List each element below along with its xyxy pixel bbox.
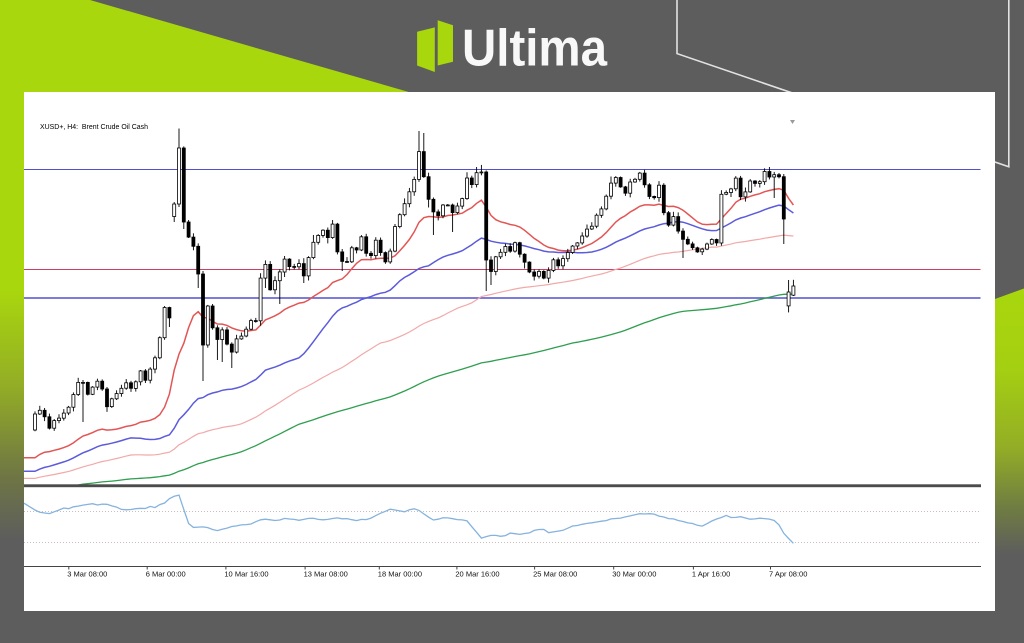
svg-text:13 Mar 08:00: 13 Mar 08:00 [304,569,348,578]
svg-text:10 Mar 16:00: 10 Mar 16:00 [224,569,268,578]
svg-text:18 Mar 00:00: 18 Mar 00:00 [378,569,422,578]
svg-text:Ultima: Ultima [462,20,608,78]
svg-text:1 Apr 16:00: 1 Apr 16:00 [692,569,730,578]
svg-text:25 Mar 08:00: 25 Mar 08:00 [533,569,577,578]
svg-text:3 Mar 08:00: 3 Mar 08:00 [67,569,107,578]
svg-text:7 Apr 08:00: 7 Apr 08:00 [769,569,807,578]
svg-text:30 Mar 00:00: 30 Mar 00:00 [612,569,656,578]
svg-text:20 Mar 16:00: 20 Mar 16:00 [455,569,499,578]
svg-text:XUSD+, H4: Brent Crude Oil Ca: XUSD+, H4: Brent Crude Oil Cash [40,122,148,131]
svg-text:6 Mar 00:00: 6 Mar 00:00 [146,569,186,578]
